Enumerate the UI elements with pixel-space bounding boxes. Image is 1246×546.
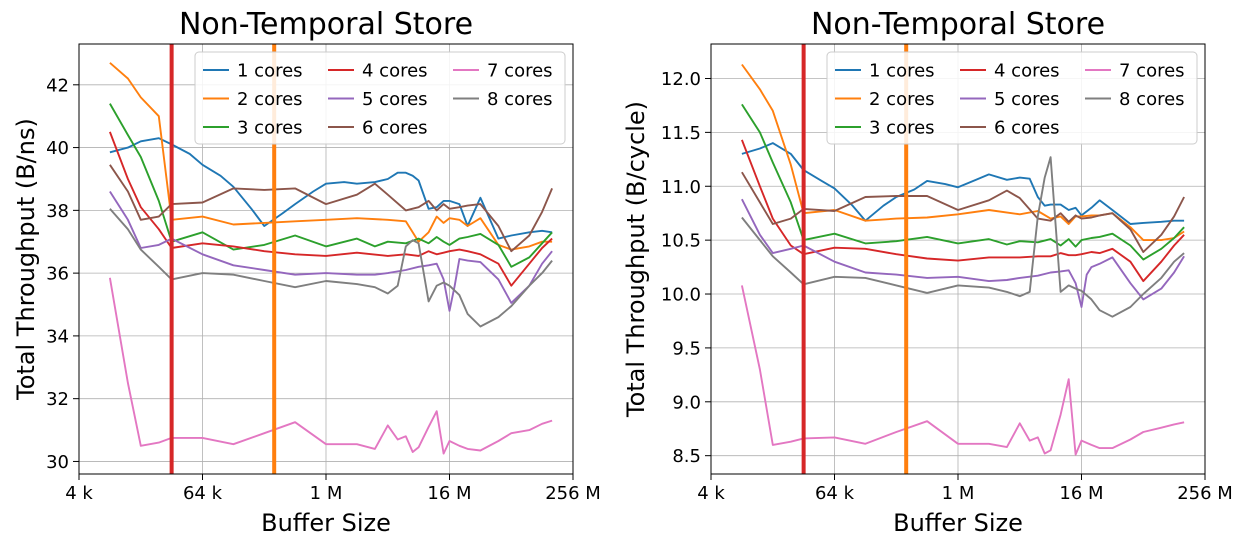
legend-item: 5 cores	[960, 89, 1060, 110]
y-tick-label: 9.5	[672, 338, 701, 359]
x-tick-label: 1 M	[942, 483, 975, 504]
legend-label: 1 cores	[869, 61, 935, 82]
series-line-3	[109, 103, 553, 268]
legend-label: 7 cores	[1119, 61, 1185, 82]
x-tick-label: 64 k	[183, 483, 223, 504]
y-tick-label: 32	[46, 389, 69, 410]
legend-label: 8 cores	[487, 89, 553, 110]
legend-item: 2 cores	[203, 89, 303, 110]
series-line-7	[108, 277, 553, 455]
y-tick-label: 38	[46, 201, 69, 222]
y-tick-label: 42	[46, 75, 69, 96]
legend-label: 8 cores	[1119, 89, 1185, 110]
legend-item: 6 cores	[960, 118, 1060, 139]
x-tick-label: 1 M	[310, 483, 343, 504]
series-line-4	[741, 139, 1185, 283]
y-tick-label: 11.0	[661, 177, 701, 198]
legend-label: 7 cores	[487, 61, 553, 82]
y-tick-label: 9.0	[672, 392, 701, 413]
legend-item: 2 cores	[835, 89, 935, 110]
series-line-2	[109, 62, 553, 251]
legend-label: 5 cores	[362, 89, 428, 110]
x-tick-label: 4 k	[65, 483, 93, 504]
legend-box	[194, 51, 566, 145]
series-line-4	[109, 131, 553, 287]
x-tick-label: 16 M	[427, 483, 471, 504]
legend-label: 4 cores	[994, 61, 1060, 82]
y-axis-label: Total Throughput (B/ns)	[12, 118, 40, 401]
chart-panel-1: 4 k 64 k 1 M 16 M 256 M 30 32 34 36 38 40 42 Non-Tem…	[12, 7, 601, 537]
legend-item: 8 cores	[1085, 89, 1185, 110]
x-axis-label: Buffer Size	[261, 509, 391, 537]
series-line-5	[741, 198, 1185, 308]
y-tick-label: 10.5	[661, 231, 701, 252]
legend-item: 6 cores	[328, 118, 428, 139]
series-line-1	[109, 137, 553, 240]
y-tick-label: 30	[46, 452, 69, 473]
y-tick-label: 8.5	[672, 446, 701, 467]
legend-label: 4 cores	[362, 61, 428, 82]
x-tick-label: 4 k	[697, 483, 725, 504]
legend-label: 6 cores	[994, 118, 1060, 139]
legend-label: 5 cores	[994, 89, 1060, 110]
x-tick-label: 16 M	[1059, 483, 1103, 504]
legend-item: 5 cores	[328, 89, 428, 110]
legend-item: 4 cores	[328, 61, 428, 82]
y-tick-label: 36	[46, 264, 69, 285]
x-tick-label: 256 M	[545, 483, 601, 504]
chart-panel-2: 4 k 64 k 1 M 16 M 256 M 8.5 9.0 9.5 10.0 10.5 11.0…	[622, 7, 1233, 537]
legend: 1 cores 2 cores 3 cores 4 cores 5 cores 6 cor…	[194, 51, 566, 145]
series-line-2	[741, 63, 1185, 242]
plot-area	[108, 44, 553, 474]
y-tick-label: 11.5	[661, 123, 701, 144]
legend-item: 1 cores	[835, 61, 935, 82]
legend-item: 7 cores	[453, 61, 553, 82]
y-tick-label: 12.0	[661, 69, 701, 90]
y-tick-label: 10.0	[661, 285, 701, 306]
x-tick-label: 256 M	[1177, 483, 1233, 504]
x-tick-label: 64 k	[815, 483, 855, 504]
series-line-8	[109, 208, 553, 328]
y-axis-label: Total Throughput (B/cycle)	[622, 101, 650, 418]
legend-label: 1 cores	[237, 61, 303, 82]
legend-item: 1 cores	[203, 61, 303, 82]
legend-label: 3 cores	[237, 118, 303, 139]
legend: 1 cores 2 cores 3 cores 4 cores 5 cores 6 cor…	[826, 51, 1198, 145]
legend-label: 2 cores	[237, 89, 303, 110]
legend-item: 3 cores	[835, 118, 935, 139]
legend-item: 3 cores	[203, 118, 303, 139]
legend-item: 8 cores	[453, 89, 553, 110]
legend-box	[826, 51, 1198, 145]
legend-item: 7 cores	[1085, 61, 1185, 82]
series-line-1	[741, 142, 1185, 225]
x-axis-label: Buffer Size	[893, 509, 1023, 537]
chart-title: Non-Temporal Store	[179, 7, 473, 42]
series-line-5	[109, 190, 553, 312]
y-tick-label: 40	[46, 138, 69, 159]
series-line-8	[741, 156, 1185, 318]
series-line-6	[109, 164, 553, 253]
chart-title: Non-Temporal Store	[811, 7, 1105, 42]
series-line-3	[741, 103, 1185, 261]
y-tick-label: 34	[46, 326, 69, 347]
legend-label: 6 cores	[362, 118, 428, 139]
series-line-7	[740, 285, 1185, 456]
legend-label: 3 cores	[869, 118, 935, 139]
legend-item: 4 cores	[960, 61, 1060, 82]
legend-label: 2 cores	[869, 89, 935, 110]
